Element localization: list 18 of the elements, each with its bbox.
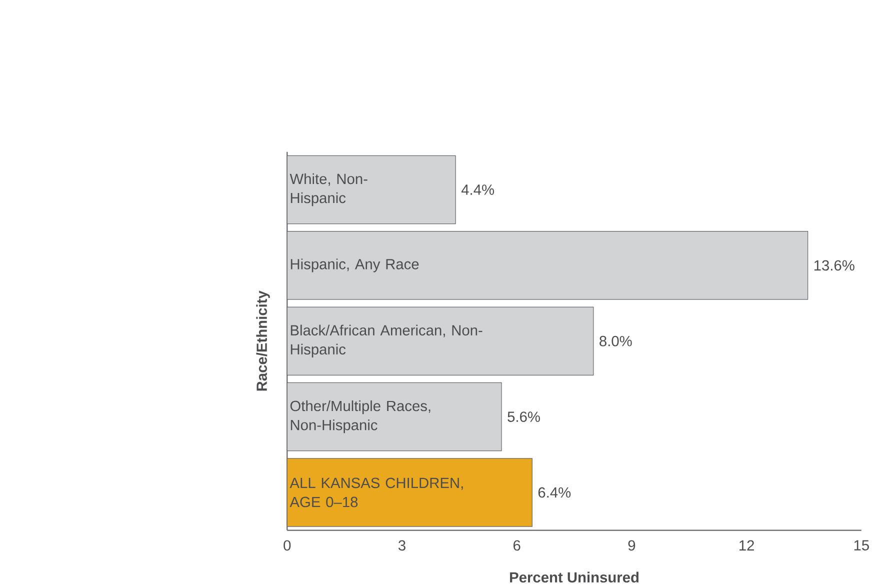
y-tick-label: Other/Multiple Races, Non-Hispanic (290, 400, 430, 434)
y-axis-title: Race/Ethnicity (256, 290, 270, 391)
data-label: 4.4% (461, 184, 494, 195)
x-tick-label: 3 (398, 540, 406, 551)
data-label: 6.4% (538, 487, 571, 498)
x-tick-label: 6 (514, 540, 520, 551)
y-tick-label: White, Non-Hispanic (290, 173, 368, 206)
x-tick-label: 0 (284, 540, 291, 551)
y-tick-label: ALL KANSAS CHILDREN, AGE 0–18 (290, 478, 463, 508)
data-label: 5.6% (508, 412, 540, 422)
data-label: 8.0% (600, 336, 632, 346)
x-tick-label: 12 (740, 540, 754, 550)
x-tick-label: 9 (628, 540, 636, 551)
y-tick-label: Black/African American, Non-Hispanic (290, 324, 482, 358)
x-tick-label: 15 (854, 540, 869, 550)
data-label: 13.6% (814, 260, 854, 271)
x-axis-title: Percent Uninsured (510, 572, 638, 583)
y-tick-label: Hispanic, Any Race (290, 258, 419, 272)
